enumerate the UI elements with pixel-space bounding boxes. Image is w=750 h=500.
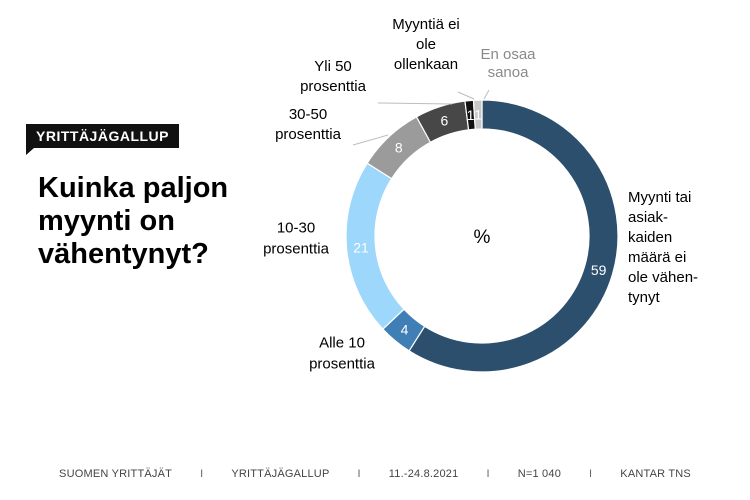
slice-category-label-line: kaiden [628,229,672,246]
slice-category-label-line: 30-50 [289,106,327,123]
slice-category-label: Myyntiä ei ole ollenkaan [392,16,460,73]
donut-slice [472,99,483,130]
slice-category-label-line: ole vähen- [628,269,698,286]
slice-category-label-line: Myynti tai [628,189,691,206]
slice-value-label: 1 [474,107,482,123]
slice-category-label-line: 10-30 [277,220,315,237]
slice-category-label: Myynti tai asiak-kaiden määrä ei ole vähen-… [628,189,698,306]
footer-separator: I [357,468,361,480]
leader-line [457,91,475,100]
slice-category-label-line: määrä ei [628,249,686,266]
slice-category-label: 10-30 prosenttia [263,220,330,258]
slice-category-label-line: sanoa [488,64,530,81]
question-line: myynti on [38,205,175,237]
slice-category-label-line: Myyntiä ei [392,16,460,33]
slice-category-label-line: En osaa [480,46,536,63]
slice-value-label: 21 [353,239,369,255]
donut-slice [408,99,619,373]
slice-category-label-line: prosenttia [263,241,330,258]
slice-category-label-line: asiak- [628,209,668,226]
slice-category-label-line: Yli 50 [314,58,352,75]
footer-publisher: SUOMEN YRITTÄJÄT [59,468,173,480]
slice-value-label: 6 [441,112,449,128]
slice-category-label: Yli 50 prosenttia [300,58,367,95]
slice-value-label: 8 [395,139,403,155]
leader-line [352,134,389,146]
slice-value-label: 59 [591,262,607,278]
slice-category-label-line: prosenttia [275,126,342,143]
footer: SUOMEN YRITTÄJÄT I YRITTÄJÄGALLUP I 11.-… [0,466,750,482]
leader-line [377,102,453,105]
survey-badge: YRITTÄJÄGALLUP [26,124,179,148]
slice-category-label: Alle 10 prosenttia [309,335,376,373]
footer-separator: I [486,468,490,480]
slice-category-label: 30-50 prosenttia [275,106,342,143]
footer-source: KANTAR TNS [620,468,691,480]
leader-line [483,89,490,100]
slice-category-label-line: ole [416,36,436,53]
footer-dates: 11.-24.8.2021 [388,468,459,480]
footer-separator: I [589,468,593,480]
slice-category-label-line: prosenttia [300,78,367,95]
footer-sample-size: N=1 040 [517,468,562,480]
badge-tick-decoration [26,148,34,155]
slice-value-label: 1 [467,107,475,123]
question-line: Kuinka paljon [38,172,229,204]
slice-category-label-line: Alle 10 [319,335,365,352]
slice-category-label-line: ollenkaan [394,56,458,73]
slice-category-label-line: prosenttia [309,356,376,373]
slice-category-label: En osaa sanoa [480,46,536,81]
footer-series: YRITTÄJÄGALLUP [231,468,330,480]
question-line: vähentynyt? [38,238,209,270]
question-title: Kuinka paljon myynti on vähentynyt? [38,172,258,271]
footer-separator: I [200,468,204,480]
slice-category-label-line: tynyt [628,289,661,306]
slice-value-label: 4 [401,322,409,338]
center-label: % [474,227,491,248]
